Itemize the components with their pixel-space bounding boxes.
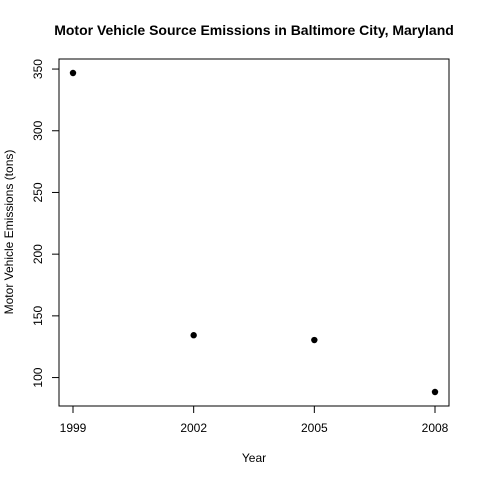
y-tick-label: 100 [31,367,45,387]
data-point [431,388,439,396]
data-point [190,332,197,339]
x-tick-label: 2005 [301,421,328,435]
y-tick-label: 150 [31,306,45,326]
x-axis: 1999 2002 2005 2008 [60,405,449,435]
chart-title: Motor Vehicle Source Emissions in Baltim… [54,22,454,38]
data-point [69,69,77,77]
data-points [69,69,439,396]
y-axis: 100 150 200 250 300 350 [31,59,60,388]
y-tick-label: 250 [31,182,45,202]
y-axis-label: Motor Vehicle Emissions (tons) [2,150,16,315]
x-tick-label: 2008 [422,421,449,435]
x-axis-label: Year [242,451,266,465]
y-tick-label: 350 [31,59,45,79]
x-tick-label: 2002 [180,421,207,435]
data-point [311,336,318,344]
y-tick-label: 200 [31,244,45,264]
x-tick-label: 1999 [60,421,87,435]
plot-frame [58,58,450,407]
y-tick-label: 300 [31,120,45,140]
